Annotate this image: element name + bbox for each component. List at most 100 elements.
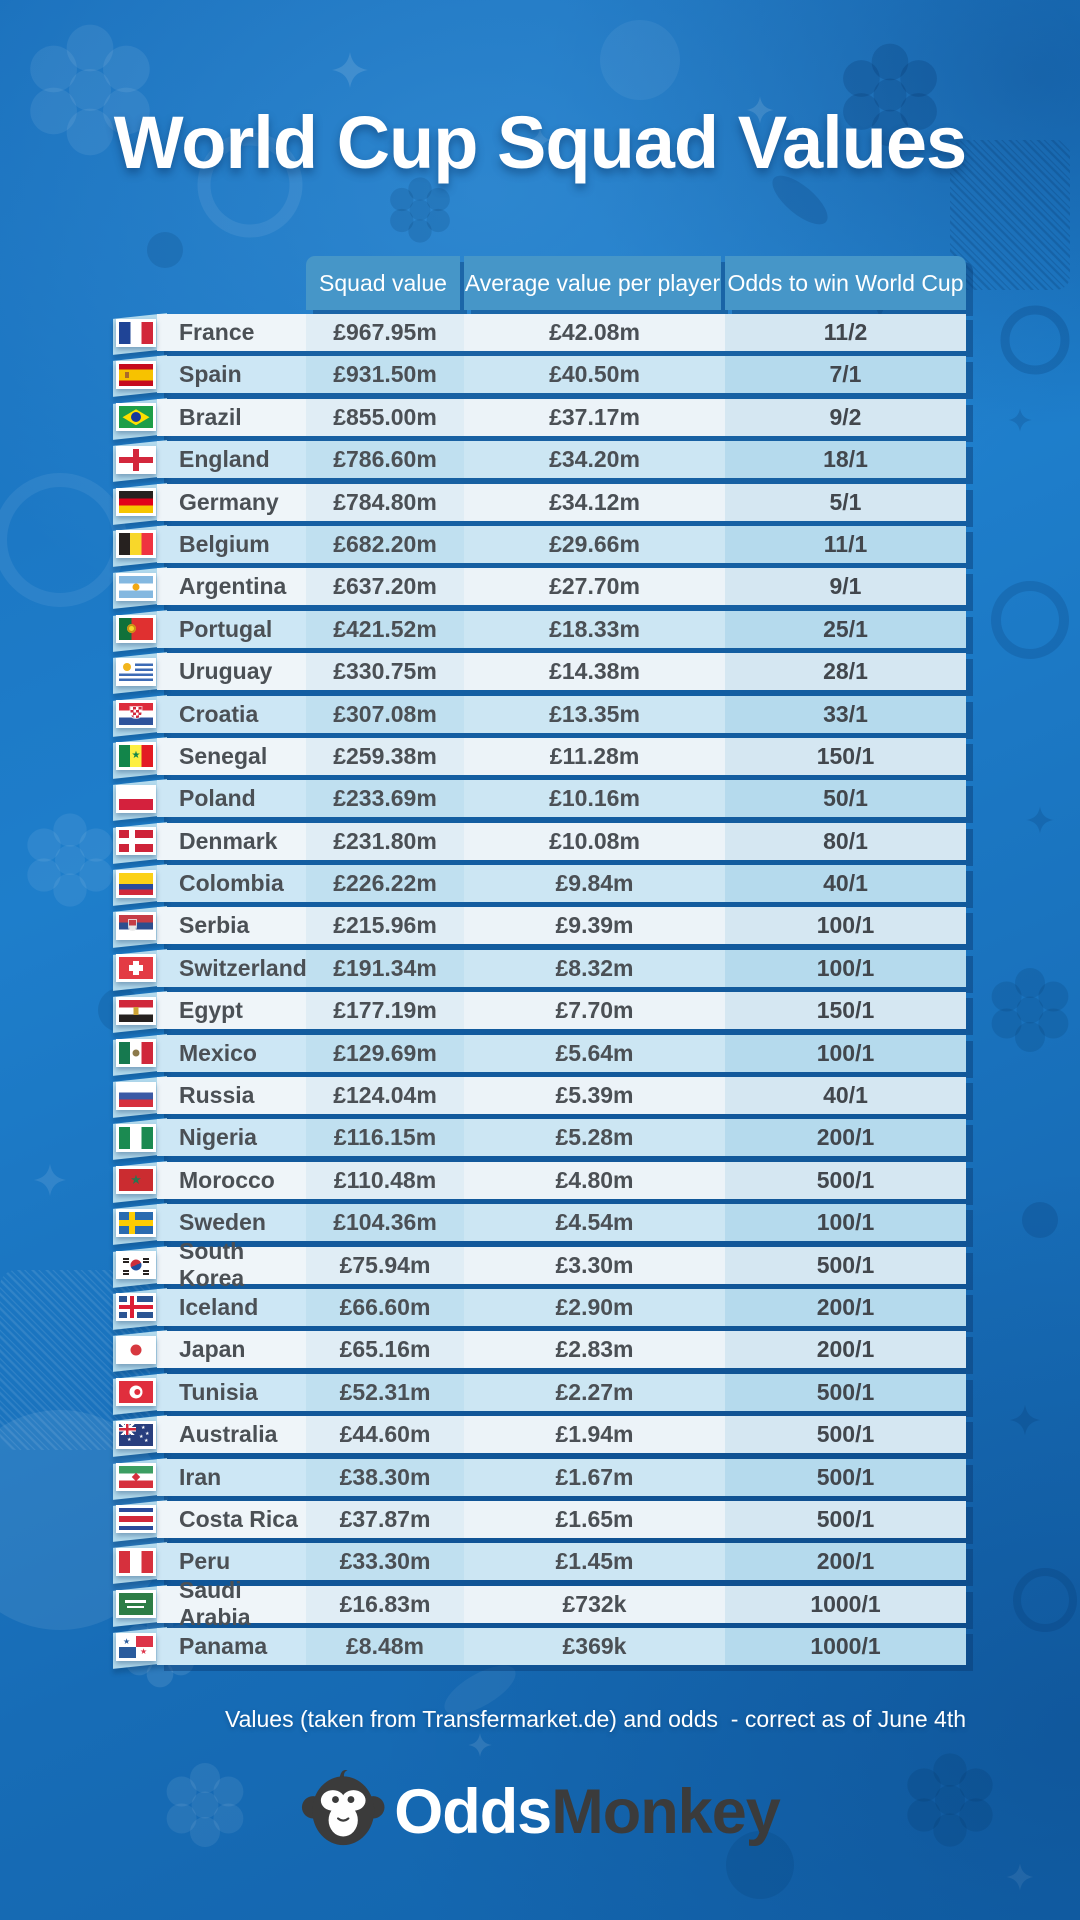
iran-flag-icon xyxy=(116,1463,156,1492)
country-name: Russia xyxy=(157,1077,306,1115)
poland-flag-icon xyxy=(116,784,156,813)
country-name: Egypt xyxy=(157,992,306,1030)
average-value: £732k xyxy=(464,1585,725,1623)
squad-value: £65.16m xyxy=(306,1331,464,1369)
south-korea-flag-icon xyxy=(116,1251,156,1280)
country-name: Costa Rica xyxy=(157,1500,306,1538)
header-odds: Odds to win World Cup xyxy=(725,256,966,310)
average-value: £34.12m xyxy=(464,483,725,521)
average-value: £10.16m xyxy=(464,780,725,818)
denmark-flag-icon xyxy=(116,827,156,856)
odds-value: 1000/1 xyxy=(725,1585,966,1623)
average-value: £7.70m xyxy=(464,992,725,1030)
odds-value: 80/1 xyxy=(725,822,966,860)
squad-value: £44.60m xyxy=(306,1416,464,1454)
squad-value: £784.80m xyxy=(306,483,464,521)
england-flag-icon xyxy=(116,445,156,474)
croatia-flag-icon xyxy=(116,700,156,729)
odds-value: 100/1 xyxy=(725,949,966,987)
table-row: Panama £8.48m £369k 1000/1 xyxy=(113,1627,966,1669)
costa-rica-flag-icon xyxy=(116,1505,156,1534)
average-value: £4.80m xyxy=(464,1161,725,1199)
squad-value: £682.20m xyxy=(306,525,464,563)
odds-value: 200/1 xyxy=(725,1119,966,1157)
odds-value: 500/1 xyxy=(725,1458,966,1496)
odds-value: 40/1 xyxy=(725,1077,966,1115)
nigeria-flag-icon xyxy=(116,1123,156,1152)
country-name: France xyxy=(157,314,306,351)
sweden-flag-icon xyxy=(116,1208,156,1237)
mexico-flag-icon xyxy=(116,1039,156,1068)
odds-value: 150/1 xyxy=(725,992,966,1030)
odds-value: 200/1 xyxy=(725,1288,966,1326)
average-value: £13.35m xyxy=(464,695,725,733)
odds-value: 100/1 xyxy=(725,1034,966,1072)
argentina-flag-icon xyxy=(116,572,156,601)
average-value: £1.67m xyxy=(464,1458,725,1496)
squad-value: £33.30m xyxy=(306,1543,464,1581)
peru-flag-icon xyxy=(116,1547,156,1576)
odds-value: 500/1 xyxy=(725,1416,966,1454)
country-name: Morocco xyxy=(157,1161,306,1199)
table-row: Belgium £682.20m £29.66m 11/1 xyxy=(113,525,966,567)
average-value: £40.50m xyxy=(464,356,725,394)
country-name: Saudi Arabia xyxy=(157,1577,306,1630)
squad-value: £8.48m xyxy=(306,1628,464,1666)
country-name: Denmark xyxy=(157,822,306,860)
squad-value: £16.83m xyxy=(306,1585,464,1623)
odds-value: 100/1 xyxy=(725,1204,966,1242)
squad-value: £191.34m xyxy=(306,949,464,987)
table-row: Saudi Arabia £16.83m £732k 1000/1 xyxy=(113,1577,966,1630)
header-squad-value: Squad value xyxy=(306,256,460,310)
squad-value: £637.20m xyxy=(306,568,464,606)
table-row: Russia £124.04m £5.39m 40/1 xyxy=(113,1076,966,1118)
average-value: £18.33m xyxy=(464,610,725,648)
squad-value: £104.36m xyxy=(306,1204,464,1242)
squad-value: £116.15m xyxy=(306,1119,464,1157)
table-row: Sweden £104.36m £4.54m 100/1 xyxy=(113,1203,966,1246)
country-name: Croatia xyxy=(157,695,306,733)
brazil-flag-icon xyxy=(116,403,156,432)
odds-value: 100/1 xyxy=(725,907,966,945)
country-name: Brazil xyxy=(157,398,306,436)
squad-value: £786.60m xyxy=(306,441,464,479)
average-value: £14.38m xyxy=(464,653,725,691)
australia-flag-icon xyxy=(116,1420,156,1449)
table-row: Peru £33.30m £1.45m 200/1 xyxy=(113,1542,966,1585)
table-body: France £967.95m £42.08m 11/2 Spain £931.… xyxy=(113,313,966,1671)
squad-value: £259.38m xyxy=(306,737,464,775)
country-name: Colombia xyxy=(157,865,306,903)
average-value: £2.27m xyxy=(464,1373,725,1411)
country-name: South Korea xyxy=(157,1238,306,1291)
country-name: Argentina xyxy=(157,568,306,606)
odds-value: 500/1 xyxy=(725,1373,966,1411)
squad-value: £52.31m xyxy=(306,1373,464,1411)
average-value: £1.94m xyxy=(464,1416,725,1454)
table-row: Iceland £66.60m £2.90m 200/1 xyxy=(113,1288,966,1330)
average-value: £5.39m xyxy=(464,1077,725,1115)
squad-value: £38.30m xyxy=(306,1458,464,1496)
country-name: Iran xyxy=(157,1458,306,1496)
squad-value: £855.00m xyxy=(306,398,464,436)
table-row: Iran £38.30m £1.67m 500/1 xyxy=(113,1457,966,1500)
country-name: Senegal xyxy=(157,737,306,775)
table-row: Tunisia £52.31m £2.27m 500/1 xyxy=(113,1372,966,1415)
average-value: £1.45m xyxy=(464,1543,725,1581)
country-name: Uruguay xyxy=(157,653,306,691)
average-value: £2.83m xyxy=(464,1331,725,1369)
squad-value: £66.60m xyxy=(306,1288,464,1326)
logo-text-monkey: Monkey xyxy=(551,1776,781,1847)
odds-value: 200/1 xyxy=(725,1331,966,1369)
country-name: England xyxy=(157,441,306,479)
table-row: Colombia £226.22m £9.84m 40/1 xyxy=(113,864,966,906)
squad-value: £226.22m xyxy=(306,865,464,903)
portugal-flag-icon xyxy=(116,615,156,644)
country-name: Serbia xyxy=(157,907,306,945)
switzerland-flag-icon xyxy=(116,954,156,983)
squad-value: £37.87m xyxy=(306,1500,464,1538)
country-name: Peru xyxy=(157,1543,306,1581)
table-row: Croatia £307.08m £13.35m 33/1 xyxy=(113,694,966,737)
country-name: Portugal xyxy=(157,610,306,648)
country-name: Japan xyxy=(157,1331,306,1369)
